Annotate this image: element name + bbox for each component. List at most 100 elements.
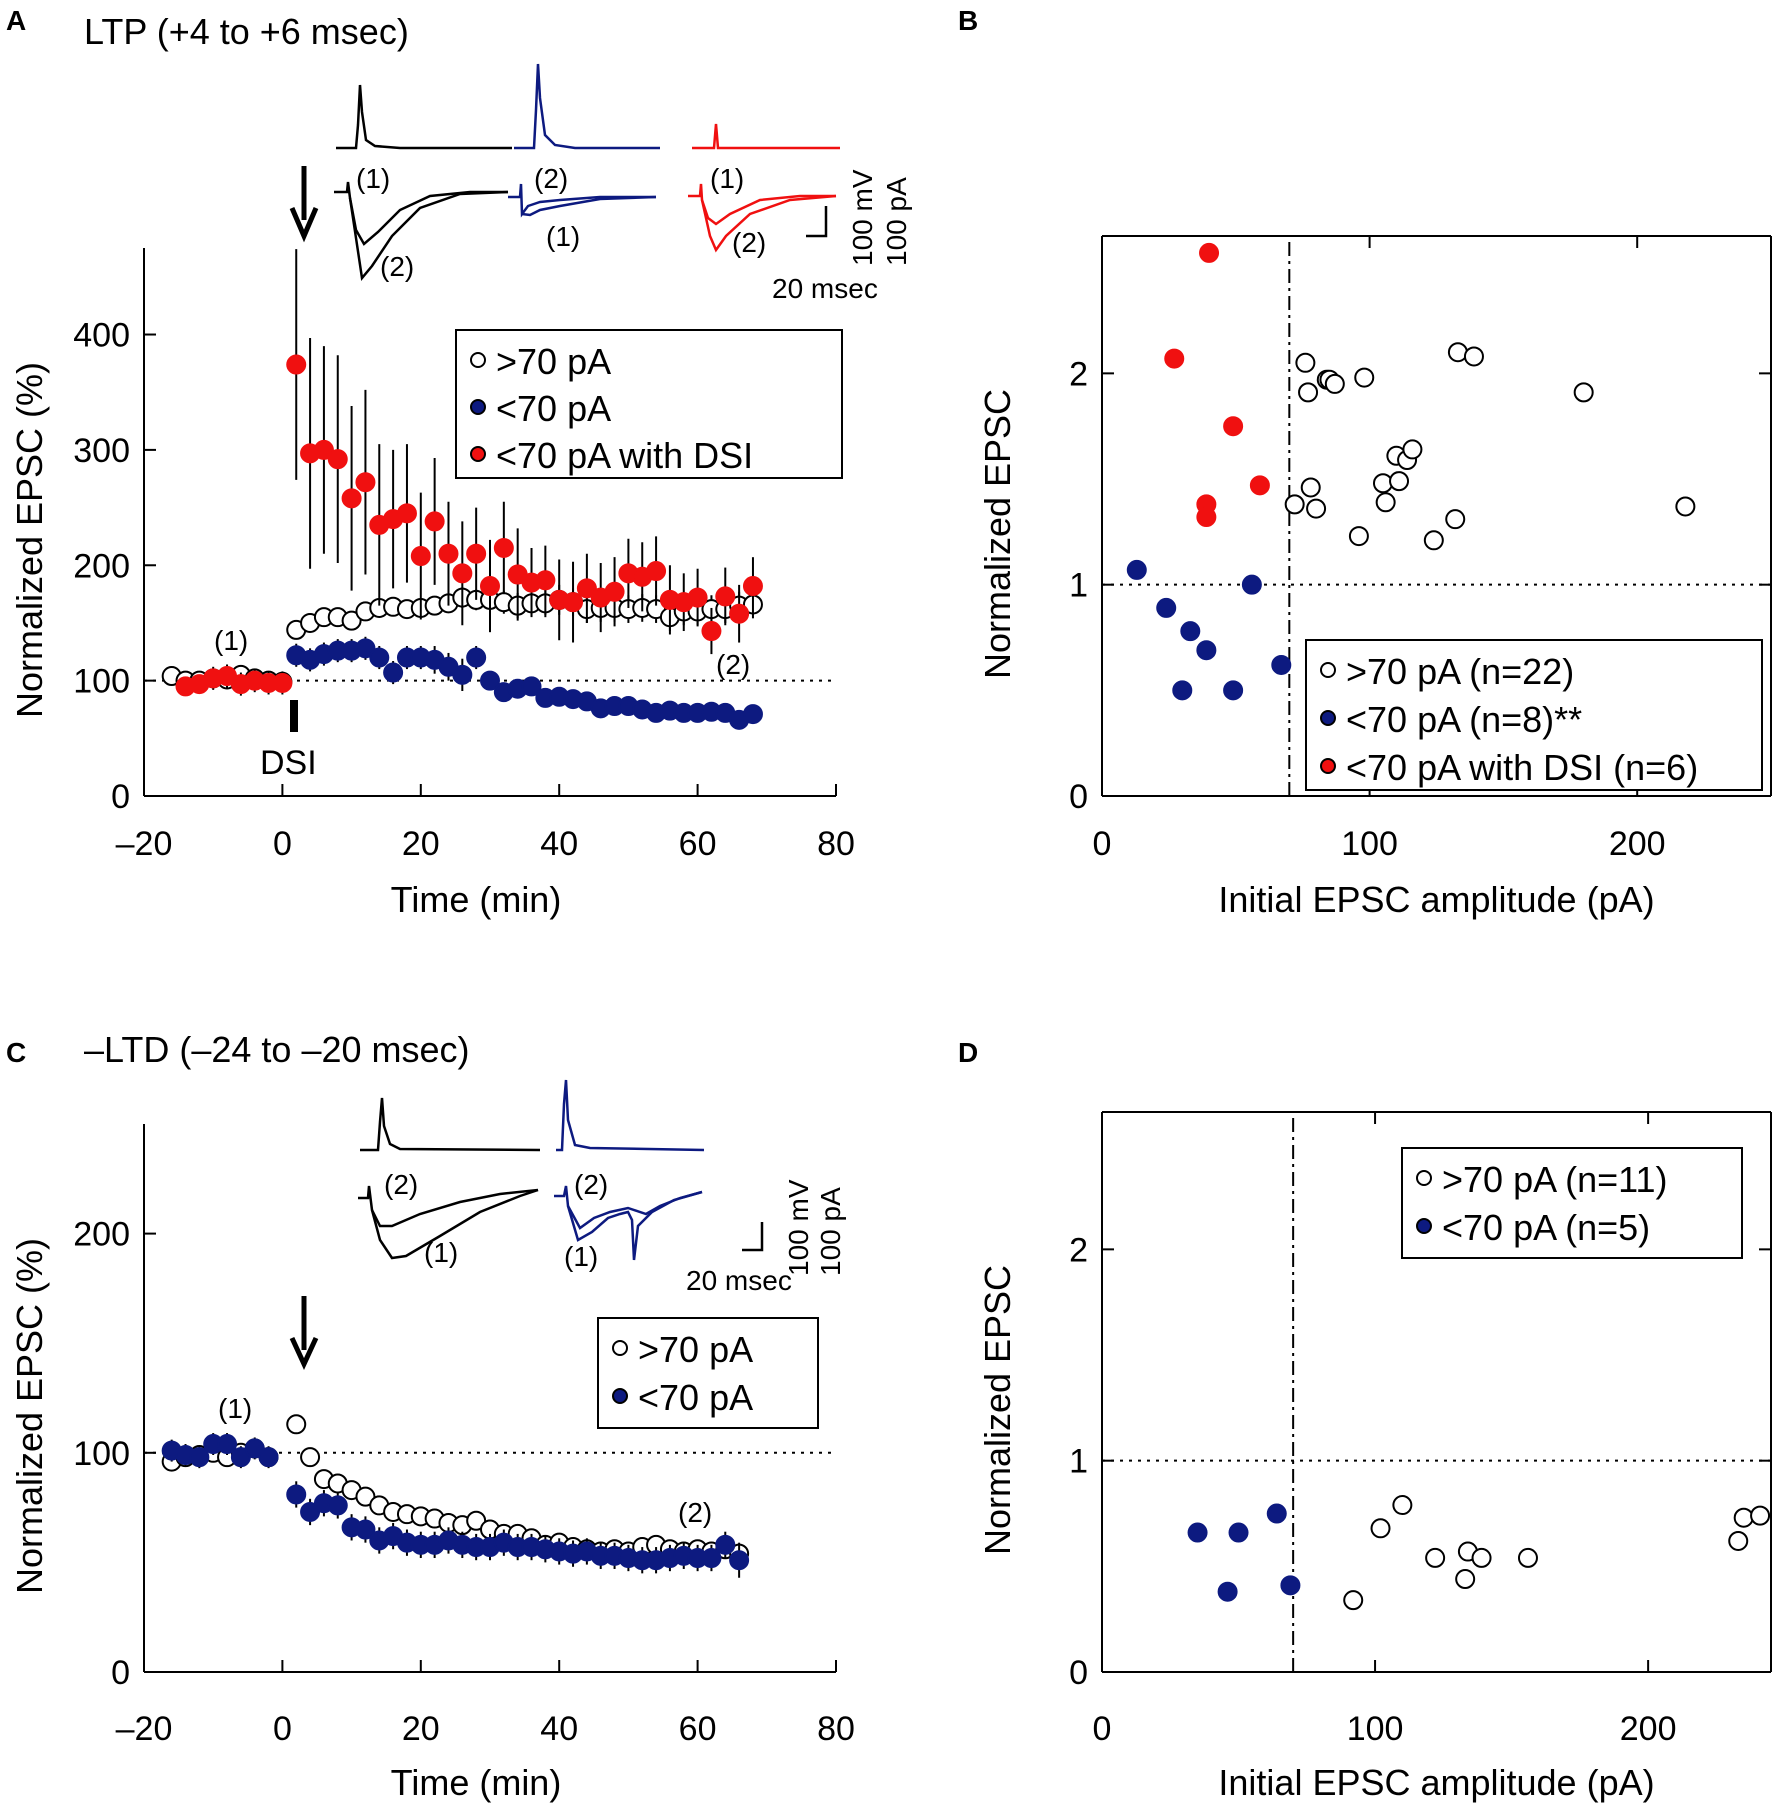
- panel-b-red-point: [1249, 475, 1270, 496]
- panel-a: LTP (+4 to +6 msec) –20 0 20 40 60 80 0 100 200 3…: [9, 11, 912, 920]
- panel-d-marks: [1187, 1495, 1771, 1611]
- panel-a-x-tick-label: 0: [273, 825, 292, 863]
- panel-d-open-point: [1728, 1530, 1749, 1551]
- panel-c-blue-point: [244, 1438, 265, 1459]
- panel-b-blue-point: [1126, 559, 1147, 580]
- panel-c-blue-point: [258, 1447, 279, 1468]
- panel-a-red-point: [493, 537, 514, 558]
- panel-a-title: LTP (+4 to +6 msec): [84, 11, 409, 52]
- panel-b-blue-point: [1172, 680, 1193, 701]
- panel-a-red-point: [729, 603, 750, 624]
- panel-d-legend-marker: [1416, 1218, 1432, 1234]
- inset-a-red-label-2: (2): [732, 227, 766, 258]
- panel-b-open-point: [1298, 382, 1319, 403]
- inset-a-black-epsc1: [334, 181, 508, 246]
- panel-c-open-point: [300, 1447, 321, 1468]
- panel-c-inset-traces: [358, 1079, 764, 1261]
- panel-b-blue-point: [1196, 640, 1217, 661]
- panel-c-post-label: (2): [678, 1497, 712, 1528]
- panel-d-axes: 0 100 200 0 1 2 Initial EPSC amplitude (pA) Nor…: [977, 1111, 1772, 1803]
- panel-a-blue-point: [480, 670, 500, 691]
- panel-a-red-point: [535, 570, 556, 591]
- panel-c-legend-box: [597, 1317, 819, 1429]
- panel-a-y-tick-label: 0: [111, 778, 130, 816]
- inset-a-blue-epsc2: [521, 195, 657, 217]
- panel-c-blue-point: [217, 1434, 238, 1455]
- panel-d-legend-marker: [1416, 1170, 1432, 1186]
- panel-a-red-point: [466, 543, 487, 564]
- panel-a-legend-marker: [470, 446, 486, 462]
- panel-c-legend-label: <70 pA: [638, 1377, 753, 1418]
- inset-a-black-label-1: (1): [356, 163, 390, 194]
- panel-b-x-tick-label: 100: [1341, 825, 1398, 863]
- panel-c-x-tick-label: 40: [540, 1710, 578, 1748]
- panel-a-legend-box: [455, 329, 843, 479]
- panel-a-dsi-label: DSI: [260, 744, 317, 782]
- panel-c-blue-point: [327, 1495, 348, 1516]
- panel-d-x-tick-label: 0: [1093, 1710, 1112, 1748]
- inset-c-blue-epsc1: [566, 1190, 703, 1261]
- panel-b-open-point: [1375, 492, 1396, 513]
- panel-d-open-point: [1425, 1547, 1446, 1568]
- panel-a-marks: [161, 249, 763, 730]
- panel-c-blue-point: [715, 1534, 736, 1555]
- panel-a-dsi-bar: [290, 700, 298, 732]
- panel-b-open-point: [1389, 471, 1410, 492]
- panel-a-red-point: [715, 586, 736, 607]
- panel-a-legend-marker: [470, 399, 486, 415]
- panel-d-open-point: [1750, 1505, 1771, 1526]
- panel-a-red-point: [355, 472, 376, 493]
- panel-b-open-point: [1423, 530, 1444, 551]
- panel-a-post-label: (2): [716, 649, 750, 680]
- panel-c-open-point: [466, 1510, 487, 1531]
- panel-d-blue-point: [1280, 1575, 1301, 1596]
- inset-c-scale-time: 20 msec: [686, 1265, 792, 1296]
- panel-b-open-point: [1354, 367, 1375, 388]
- panel-d-open-point: [1471, 1547, 1492, 1568]
- panel-a-x-tick-label: –20: [116, 825, 173, 863]
- panel-a-stim-arrowhead: [289, 207, 319, 243]
- panel-b-legend-label: <70 pA with DSI (n=6): [1346, 747, 1698, 788]
- panel-d-open-point: [1392, 1495, 1413, 1516]
- panel-b-axes: 0 100 200 0 1 2 Initial EPSC amplitude (pA) Nor…: [977, 235, 1772, 920]
- panel-a-red-point: [480, 576, 500, 597]
- inset-a-red-epsc1: [688, 183, 836, 226]
- panel-b-red-point: [1223, 416, 1244, 437]
- panel-b-legend-marker: [1320, 758, 1336, 774]
- panel-a-red-point: [576, 578, 597, 599]
- panel-b-blue-point: [1180, 621, 1201, 642]
- panel-c-axes: –20 0 20 40 60 80 0 100 200 Time (min) Normalized …: [9, 1124, 855, 1803]
- panel-c-y-tick-label: 0: [111, 1654, 130, 1692]
- panel-b-x-tick-label: 200: [1609, 825, 1666, 863]
- panel-b-red-point: [1164, 348, 1185, 369]
- inset-a-red-epsc2: [700, 194, 837, 253]
- panel-d-legend: >70 pA (n=11) <70 pA (n=5): [1401, 1147, 1743, 1259]
- panel-b-y-tick-label: 2: [1069, 355, 1088, 393]
- panel-b-blue-point: [1223, 680, 1244, 701]
- inset-a-red-label-1: (1): [710, 163, 744, 194]
- panel-b-open-point: [1300, 477, 1321, 498]
- panel-c-blue-point: [300, 1501, 321, 1522]
- panel-a-y-tick-label: 200: [73, 547, 130, 585]
- panel-a-red-point: [313, 439, 334, 460]
- panel-c-y-tick-label: 100: [73, 1435, 130, 1473]
- inset-c-scale-bar: [742, 1222, 764, 1252]
- panel-b-legend-box: [1305, 639, 1763, 791]
- panel-a-blue-point: [452, 664, 473, 685]
- panel-a-red-point: [646, 561, 667, 582]
- panel-c-legend-marker: [612, 1388, 628, 1404]
- inset-a-black-label-2: (2): [380, 251, 414, 282]
- panel-b-open-point: [1295, 352, 1316, 373]
- panel-c-x-tick-label: 0: [273, 1710, 292, 1748]
- panel-d-y-tick-label: 2: [1069, 1231, 1088, 1269]
- panel-a-blue-point: [369, 647, 390, 668]
- panel-b-legend-marker: [1320, 662, 1336, 678]
- panel-d-blue-point: [1217, 1581, 1238, 1602]
- panel-a-legend-label: <70 pA with DSI: [496, 435, 753, 476]
- panel-c: –LTD (–24 to –20 msec) –20 0 20 40 60 80 0 100 2…: [9, 1029, 855, 1803]
- panel-c-x-tick-label: 60: [679, 1710, 717, 1748]
- panel-a-red-point: [424, 511, 445, 532]
- panel-c-legend: >70 pA <70 pA: [597, 1317, 819, 1429]
- panel-b-open-point: [1284, 494, 1305, 515]
- panel-a-x-tick-label: 80: [817, 825, 855, 863]
